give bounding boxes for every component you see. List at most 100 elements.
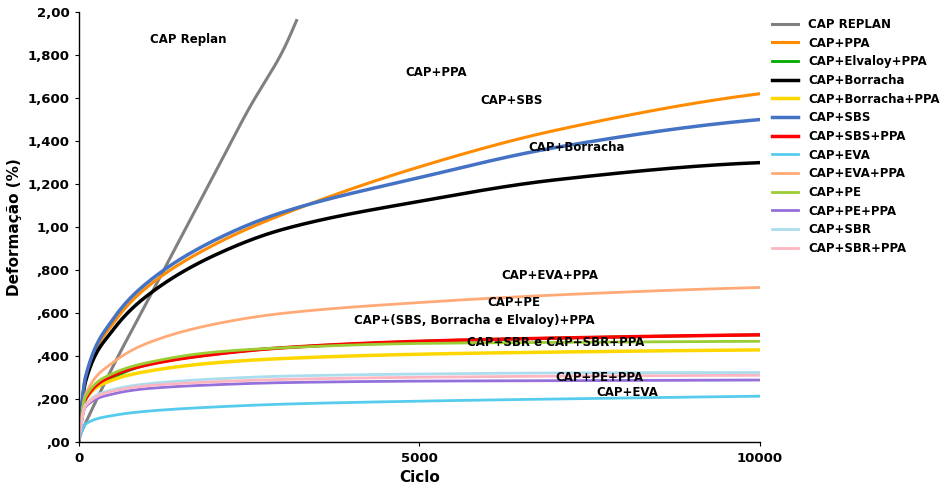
CAP+PE <box>381 341 392 347</box>
CAP+PPA <box>527 132 539 138</box>
Line: CAP+Elvaloy+PPA: CAP+Elvaloy+PPA <box>79 335 759 442</box>
Line: CAP+SBR+PPA: CAP+SBR+PPA <box>79 375 759 442</box>
CAP+PPA <box>248 223 259 229</box>
Line: CAP+EVA: CAP+EVA <box>79 396 759 442</box>
CAP REPLAN <box>112 355 123 361</box>
CAP+Borracha <box>193 260 205 266</box>
CAP+SBR <box>193 377 205 383</box>
CAP REPLAN <box>219 153 230 158</box>
CAP+EVA+PPA <box>754 284 765 290</box>
CAP+SBR+PPA <box>527 373 539 379</box>
Line: CAP+SBS: CAP+SBS <box>79 120 759 442</box>
CAP+SBS <box>527 149 539 154</box>
CAP REPLAN <box>237 117 248 123</box>
CAP+SBR <box>381 371 392 377</box>
CAP+Borracha <box>73 439 84 445</box>
CAP+SBS+PPA <box>73 439 84 445</box>
CAP+EVA <box>193 405 205 411</box>
Line: CAP+SBR: CAP+SBR <box>79 372 759 442</box>
Text: CAP+PE: CAP+PE <box>488 297 541 309</box>
CAP+Elvaloy+PPA <box>527 336 539 341</box>
CAP REPLAN <box>202 185 213 191</box>
CAP+SBS+PPA <box>193 353 205 359</box>
CAP+SBR+PPA <box>248 377 259 383</box>
CAP+Borracha <box>474 188 486 194</box>
Text: CAP Replan: CAP Replan <box>150 33 226 46</box>
CAP+SBS+PPA <box>586 335 598 340</box>
CAP+EVA+PPA <box>474 296 486 302</box>
Text: CAP+EVA+PPA: CAP+EVA+PPA <box>501 269 598 282</box>
CAP+EVA <box>248 402 259 408</box>
CAP+Elvaloy+PPA <box>586 335 598 340</box>
CAP+PE <box>474 340 486 346</box>
CAP+SBS+PPA <box>754 332 765 338</box>
Legend: CAP REPLAN, CAP+PPA, CAP+Elvaloy+PPA, CAP+Borracha, CAP+Borracha+PPA, CAP+SBS, C: CAP REPLAN, CAP+PPA, CAP+Elvaloy+PPA, CA… <box>773 18 939 255</box>
CAP+Borracha+PPA <box>73 439 84 445</box>
CAP+SBS <box>248 220 259 226</box>
CAP+SBS+PPA <box>527 336 539 341</box>
CAP+Elvaloy+PPA <box>474 337 486 342</box>
CAP+EVA <box>527 397 539 402</box>
CAP+SBS+PPA <box>474 337 486 342</box>
CAP+SBR+PPA <box>381 375 392 381</box>
Line: CAP REPLAN: CAP REPLAN <box>79 21 296 438</box>
Line: CAP+EVA+PPA: CAP+EVA+PPA <box>79 287 759 442</box>
CAP+Borracha+PPA <box>527 349 539 355</box>
CAP+EVA <box>586 396 598 401</box>
CAP+SBR+PPA <box>754 372 765 378</box>
CAP+EVA+PPA <box>586 290 598 296</box>
CAP+SBR+PPA <box>586 373 598 379</box>
CAP+Borracha <box>381 204 392 210</box>
CAP+SBR+PPA <box>474 374 486 380</box>
CAP+Borracha+PPA <box>754 347 765 353</box>
CAP+SBR <box>474 370 486 376</box>
CAP+EVA+PPA <box>527 293 539 299</box>
CAP+SBR+PPA <box>193 379 205 385</box>
CAP+Elvaloy+PPA <box>754 332 765 338</box>
CAP+PE+PPA <box>586 378 598 384</box>
CAP+SBS <box>193 246 205 251</box>
CAP+Elvaloy+PPA <box>381 339 392 345</box>
CAP+PE+PPA <box>381 378 392 384</box>
CAP+SBS <box>754 117 765 123</box>
Line: CAP+Borracha+PPA: CAP+Borracha+PPA <box>79 350 759 442</box>
CAP+SBS <box>586 139 598 145</box>
CAP+PPA <box>474 146 486 152</box>
CAP+EVA+PPA <box>381 302 392 308</box>
Line: CAP+PE: CAP+PE <box>79 341 759 442</box>
CAP+PE <box>73 439 84 445</box>
CAP+EVA <box>381 399 392 405</box>
CAP+SBR <box>527 370 539 376</box>
CAP+PPA <box>73 439 84 445</box>
CAP+PPA <box>754 91 765 97</box>
CAP+Borracha+PPA <box>586 349 598 355</box>
CAP+PE <box>248 346 259 352</box>
CAP REPLAN <box>171 242 183 247</box>
CAP+SBS <box>381 182 392 188</box>
CAP+PPA <box>193 250 205 256</box>
CAP+PE+PPA <box>474 378 486 384</box>
CAP+Borracha+PPA <box>474 350 486 356</box>
CAP+PE+PPA <box>527 378 539 384</box>
Text: CAP+EVA: CAP+EVA <box>597 386 658 400</box>
CAP+Borracha <box>527 180 539 185</box>
CAP+EVA <box>754 393 765 399</box>
CAP+PE <box>527 339 539 345</box>
CAP+Borracha+PPA <box>381 352 392 358</box>
CAP+SBS+PPA <box>381 339 392 345</box>
CAP+EVA <box>73 439 84 445</box>
CAP+Borracha <box>248 236 259 242</box>
Text: CAP+SBS: CAP+SBS <box>480 93 543 107</box>
CAP+PE+PPA <box>754 377 765 383</box>
CAP+PE+PPA <box>73 439 84 445</box>
CAP+Borracha <box>754 160 765 166</box>
CAP+PPA <box>381 174 392 180</box>
CAP+SBR+PPA <box>73 439 84 445</box>
Text: CAP+SBR e CAP+SBR+PPA: CAP+SBR e CAP+SBR+PPA <box>467 337 644 349</box>
CAP+Borracha <box>586 173 598 179</box>
Y-axis label: Deformação (%): Deformação (%) <box>7 158 22 296</box>
CAP+Elvaloy+PPA <box>248 347 259 353</box>
CAP+PPA <box>586 120 598 125</box>
CAP+Elvaloy+PPA <box>73 439 84 445</box>
Text: CAP+PPA: CAP+PPA <box>405 65 467 79</box>
